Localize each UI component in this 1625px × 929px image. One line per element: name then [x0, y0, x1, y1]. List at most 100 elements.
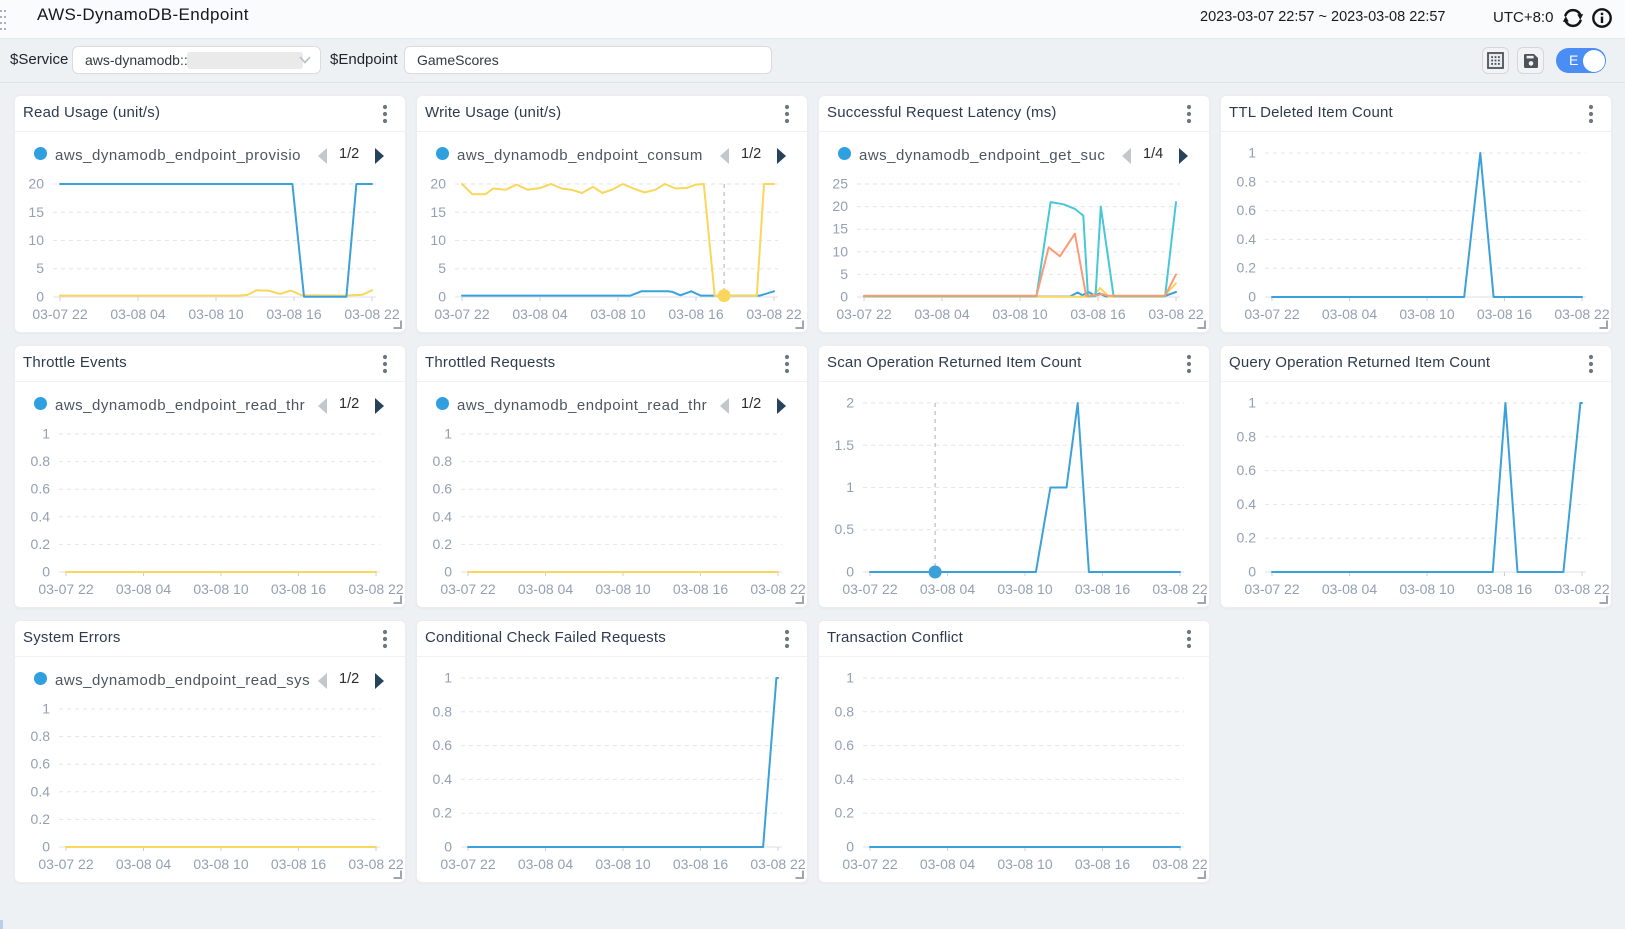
svg-text:03-08 22: 03-08 22 — [746, 306, 801, 322]
svg-text:0: 0 — [42, 839, 50, 855]
svg-text:0.2: 0.2 — [1237, 260, 1257, 276]
svg-text:0: 0 — [1248, 564, 1256, 580]
svg-text:03-08 16: 03-08 16 — [1070, 306, 1125, 322]
svg-text:0.2: 0.2 — [31, 811, 51, 827]
svg-text:03-08 16: 03-08 16 — [1477, 306, 1532, 322]
svg-text:0: 0 — [846, 564, 854, 580]
svg-text:0: 0 — [846, 839, 854, 855]
svg-text:0.6: 0.6 — [31, 756, 51, 772]
svg-text:03-08 10: 03-08 10 — [595, 581, 650, 597]
svg-text:20: 20 — [28, 176, 44, 192]
svg-text:0.4: 0.4 — [433, 508, 453, 524]
svg-text:03-08 16: 03-08 16 — [1075, 856, 1130, 872]
svg-text:03-08 22: 03-08 22 — [348, 581, 403, 597]
svg-text:0.8: 0.8 — [31, 453, 51, 469]
svg-text:03-08 04: 03-08 04 — [116, 856, 171, 872]
svg-text:03-08 16: 03-08 16 — [271, 581, 326, 597]
svg-text:10: 10 — [832, 243, 848, 259]
svg-text:03-08 10: 03-08 10 — [590, 306, 645, 322]
svg-text:5: 5 — [36, 260, 44, 276]
svg-text:03-07 22: 03-07 22 — [38, 856, 93, 872]
svg-text:03-08 04: 03-08 04 — [1322, 581, 1377, 597]
svg-text:03-08 22: 03-08 22 — [750, 856, 805, 872]
svg-text:03-08 10: 03-08 10 — [193, 856, 248, 872]
svg-text:1.5: 1.5 — [835, 437, 855, 453]
svg-text:0.8: 0.8 — [1237, 428, 1257, 444]
svg-text:1: 1 — [444, 670, 452, 686]
svg-text:03-08 22: 03-08 22 — [1554, 306, 1609, 322]
svg-text:0: 0 — [1248, 289, 1256, 305]
svg-text:0.2: 0.2 — [1237, 530, 1257, 546]
svg-text:0: 0 — [42, 564, 50, 580]
svg-text:03-08 22: 03-08 22 — [750, 581, 805, 597]
svg-text:0.8: 0.8 — [433, 453, 453, 469]
svg-text:03-08 22: 03-08 22 — [1554, 581, 1609, 597]
svg-text:1: 1 — [846, 479, 854, 495]
svg-text:25: 25 — [832, 176, 848, 192]
svg-text:0: 0 — [840, 289, 848, 305]
svg-text:03-08 22: 03-08 22 — [1152, 581, 1207, 597]
svg-text:03-07 22: 03-07 22 — [440, 581, 495, 597]
svg-text:0.8: 0.8 — [1237, 173, 1257, 189]
svg-text:0.4: 0.4 — [433, 771, 453, 787]
svg-text:20: 20 — [832, 198, 848, 214]
svg-text:1: 1 — [1248, 145, 1256, 161]
svg-text:0.4: 0.4 — [1237, 496, 1257, 512]
svg-text:03-08 16: 03-08 16 — [266, 306, 321, 322]
svg-text:0.2: 0.2 — [835, 805, 855, 821]
svg-text:03-08 16: 03-08 16 — [673, 856, 728, 872]
svg-text:03-08 22: 03-08 22 — [348, 856, 403, 872]
svg-text:0.6: 0.6 — [433, 481, 453, 497]
svg-text:03-08 10: 03-08 10 — [1399, 306, 1454, 322]
svg-text:0.6: 0.6 — [1237, 202, 1257, 218]
svg-text:03-08 10: 03-08 10 — [997, 856, 1052, 872]
svg-text:03-08 04: 03-08 04 — [1322, 306, 1377, 322]
svg-text:1: 1 — [846, 670, 854, 686]
svg-text:03-07 22: 03-07 22 — [836, 306, 891, 322]
svg-text:0.8: 0.8 — [835, 703, 855, 719]
svg-text:03-08 04: 03-08 04 — [518, 856, 573, 872]
svg-text:0.4: 0.4 — [835, 771, 855, 787]
svg-text:03-08 22: 03-08 22 — [344, 306, 399, 322]
svg-text:03-08 16: 03-08 16 — [668, 306, 723, 322]
svg-text:03-08 04: 03-08 04 — [920, 856, 975, 872]
svg-text:0.6: 0.6 — [1237, 462, 1257, 478]
svg-text:03-08 10: 03-08 10 — [997, 581, 1052, 597]
svg-text:10: 10 — [28, 232, 44, 248]
svg-text:15: 15 — [28, 204, 44, 220]
svg-text:03-08 04: 03-08 04 — [518, 581, 573, 597]
svg-text:03-08 22: 03-08 22 — [1148, 306, 1203, 322]
svg-text:03-08 16: 03-08 16 — [1075, 581, 1130, 597]
svg-text:1: 1 — [42, 426, 50, 442]
svg-text:0.6: 0.6 — [433, 737, 453, 753]
svg-text:0.8: 0.8 — [31, 728, 51, 744]
svg-text:5: 5 — [840, 266, 848, 282]
svg-text:0: 0 — [444, 839, 452, 855]
svg-text:03-08 10: 03-08 10 — [1399, 581, 1454, 597]
svg-text:0: 0 — [438, 289, 446, 305]
svg-text:03-08 10: 03-08 10 — [595, 856, 650, 872]
svg-text:03-07 22: 03-07 22 — [434, 306, 489, 322]
svg-text:2: 2 — [846, 395, 854, 411]
svg-text:03-08 04: 03-08 04 — [110, 306, 165, 322]
svg-text:03-07 22: 03-07 22 — [842, 581, 897, 597]
svg-text:0.2: 0.2 — [433, 536, 453, 552]
svg-text:03-07 22: 03-07 22 — [440, 856, 495, 872]
svg-text:1: 1 — [444, 426, 452, 442]
svg-text:0: 0 — [444, 564, 452, 580]
svg-text:03-08 04: 03-08 04 — [512, 306, 567, 322]
svg-text:1: 1 — [42, 701, 50, 717]
svg-text:03-08 04: 03-08 04 — [920, 581, 975, 597]
svg-text:0.4: 0.4 — [1237, 231, 1257, 247]
svg-text:03-08 16: 03-08 16 — [271, 856, 326, 872]
svg-text:03-08 04: 03-08 04 — [116, 581, 171, 597]
svg-text:03-07 22: 03-07 22 — [1244, 581, 1299, 597]
svg-text:5: 5 — [438, 260, 446, 276]
svg-text:03-08 16: 03-08 16 — [1477, 581, 1532, 597]
svg-text:20: 20 — [430, 176, 446, 192]
svg-text:10: 10 — [430, 232, 446, 248]
svg-text:03-07 22: 03-07 22 — [32, 306, 87, 322]
svg-text:03-08 10: 03-08 10 — [188, 306, 243, 322]
svg-text:03-08 16: 03-08 16 — [673, 581, 728, 597]
svg-text:03-08 10: 03-08 10 — [992, 306, 1047, 322]
